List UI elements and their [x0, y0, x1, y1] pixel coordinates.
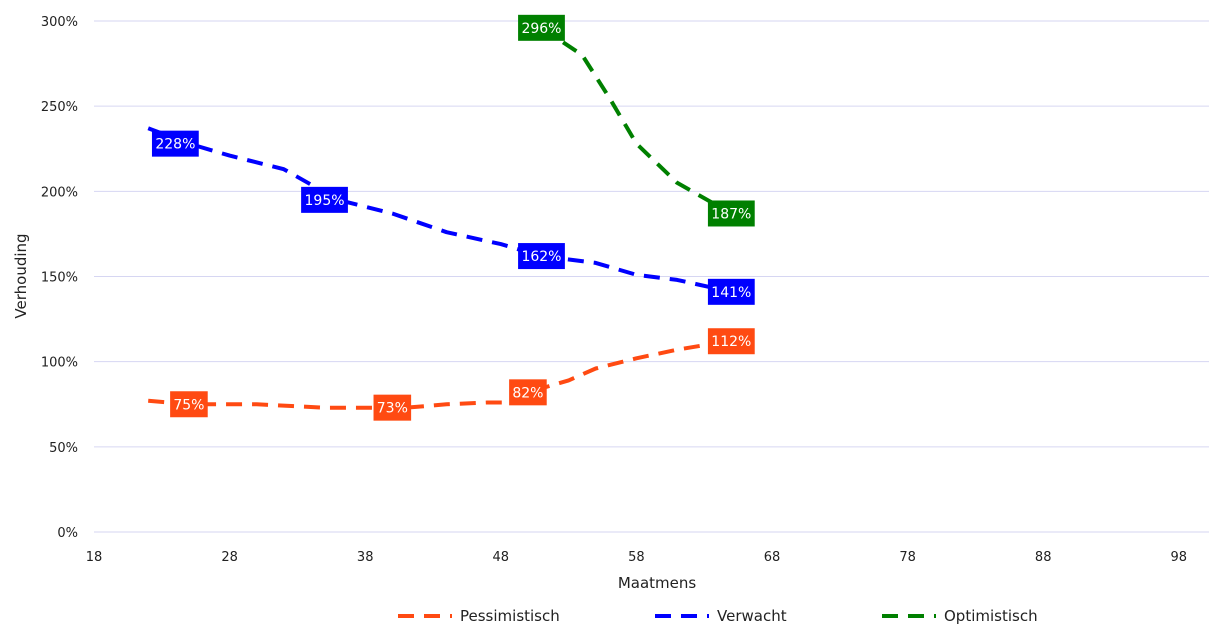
data-label-box — [170, 391, 208, 418]
data-label-box — [373, 394, 412, 421]
x-tick-label: 78 — [899, 550, 916, 565]
data-label-verwacht: 228% — [151, 130, 199, 157]
y-axis-ticks: 0% 50% 100% 150% 200% 250% 300% — [41, 15, 78, 541]
legend-label: Verwacht — [717, 607, 787, 625]
y-tick-label: 0% — [57, 526, 78, 541]
x-tick-label: 28 — [221, 550, 238, 565]
series-line-optimistisch — [540, 26, 733, 216]
legend-item-verwacht: Verwacht — [655, 607, 787, 625]
data-label-box — [518, 14, 565, 41]
y-tick-label: 150% — [41, 271, 78, 286]
x-tick-label: 18 — [86, 550, 103, 565]
series-lines — [147, 26, 733, 410]
x-tick-label: 68 — [764, 550, 781, 565]
data-label-pessimistisch: 82% — [509, 379, 547, 406]
data-label-verwacht: 195% — [301, 186, 348, 213]
data-label-optimistisch: 187% — [707, 200, 755, 227]
data-label-text: 73% — [377, 401, 408, 417]
data-label-box — [151, 130, 199, 157]
y-tick-label: 50% — [49, 441, 78, 456]
data-label-text: 162% — [521, 249, 561, 265]
x-tick-label: 98 — [1171, 550, 1188, 565]
legend: Pessimistisch Verwacht Optimistisch — [398, 607, 1038, 625]
data-label-text: 75% — [173, 397, 204, 413]
y-tick-label: 100% — [41, 356, 78, 371]
gridlines — [94, 20, 1209, 533]
data-label-box — [509, 379, 547, 406]
data-label-text: 112% — [711, 334, 751, 350]
data-label-box — [707, 328, 755, 355]
series-line-pessimistisch — [148, 339, 732, 410]
x-tick-label: 58 — [628, 550, 645, 565]
data-label-pessimistisch: 73% — [373, 394, 412, 421]
legend-item-pessimistisch: Pessimistisch — [398, 607, 560, 625]
x-tick-label: 38 — [357, 550, 374, 565]
data-labels: 75% 73% 82% 112% 228% 195% 162% 141% 296% 187% — [151, 14, 755, 421]
data-label-pessimistisch: 75% — [170, 391, 208, 418]
data-label-text: 296% — [521, 21, 561, 37]
legend-label: Pessimistisch — [460, 607, 560, 625]
legend-item-optimistisch: Optimistisch — [882, 607, 1038, 625]
data-label-text: 187% — [711, 206, 751, 222]
x-axis-ticks: 18 28 38 48 58 68 78 88 98 — [86, 550, 1187, 565]
data-label-box — [707, 200, 755, 227]
data-label-text: 228% — [155, 137, 195, 153]
data-label-verwacht: 141% — [707, 278, 755, 305]
data-label-box — [707, 278, 755, 305]
y-axis-title: Verhouding — [12, 233, 30, 318]
data-label-box — [518, 243, 565, 270]
y-tick-label: 300% — [41, 15, 78, 30]
data-label-text: 195% — [305, 193, 345, 209]
y-tick-label: 250% — [41, 100, 78, 115]
series-line-verwacht — [147, 126, 732, 294]
data-label-text: 141% — [711, 285, 751, 301]
x-tick-label: 48 — [493, 550, 510, 565]
y-tick-label: 200% — [41, 185, 78, 200]
data-label-box — [301, 186, 348, 213]
data-label-optimistisch: 296% — [518, 14, 565, 41]
data-label-pessimistisch: 112% — [707, 328, 755, 355]
legend-label: Optimistisch — [944, 607, 1038, 625]
data-label-verwacht: 162% — [518, 243, 565, 270]
data-label-text: 82% — [512, 385, 543, 401]
x-tick-label: 88 — [1035, 550, 1052, 565]
x-axis-title: Maatmens — [618, 574, 697, 592]
